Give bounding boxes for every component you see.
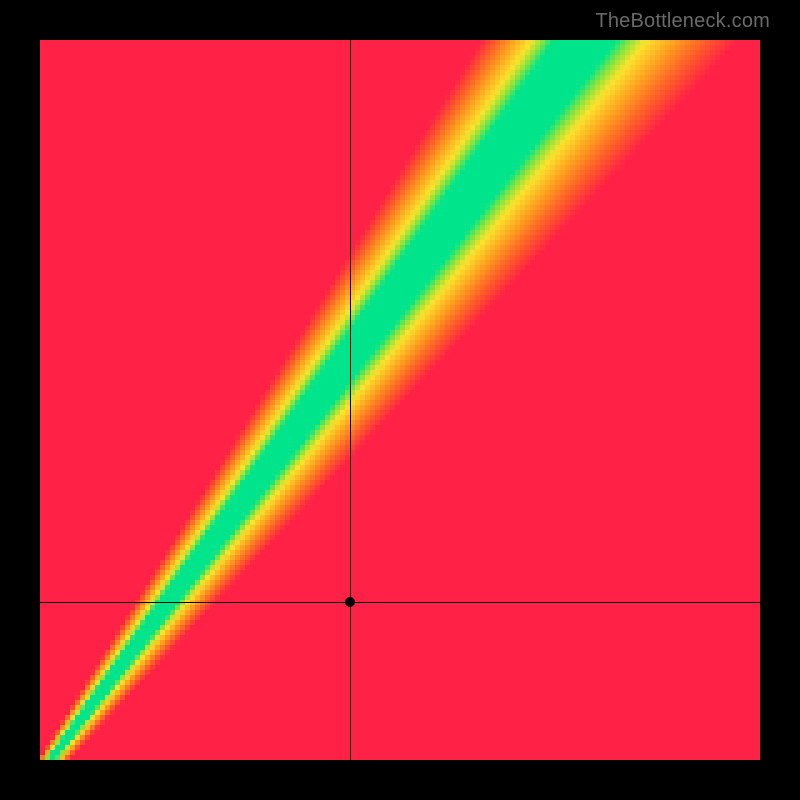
selection-marker	[345, 597, 355, 607]
plot-area	[40, 40, 760, 760]
crosshair-vertical	[350, 40, 351, 760]
crosshair-horizontal	[40, 602, 760, 603]
watermark-text: TheBottleneck.com	[595, 10, 770, 33]
bottleneck-heatmap	[40, 40, 760, 760]
chart-container: TheBottleneck.com	[0, 0, 800, 800]
